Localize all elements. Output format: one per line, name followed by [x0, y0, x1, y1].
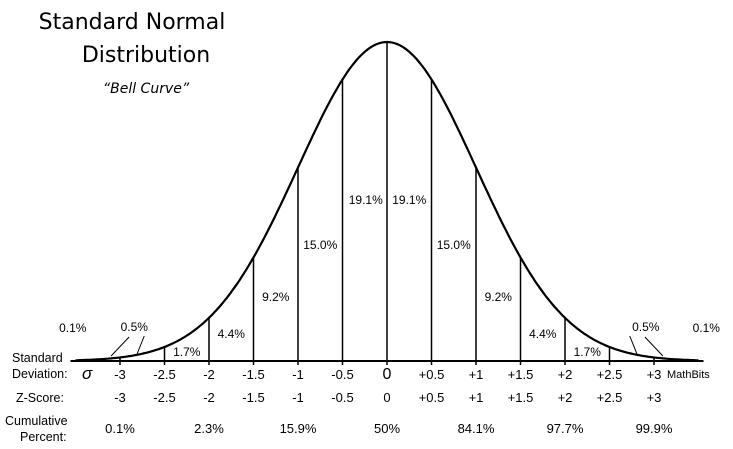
- z-score-value: -2.5: [153, 390, 175, 405]
- z-score-value: +3: [647, 390, 662, 405]
- region-percent-label: 0.1%: [59, 321, 87, 335]
- sd-value: -2: [203, 367, 215, 382]
- leader-line: [644, 336, 664, 357]
- z-score-value: +2: [558, 390, 573, 405]
- region-percent-label: 1.7%: [173, 345, 201, 359]
- region-percent-label: 4.4%: [529, 327, 557, 341]
- cumulative-row-label-2: Percent:: [20, 430, 67, 444]
- cumulative-row-label-1: Cumulative: [5, 414, 68, 428]
- sd-value: +1.5: [508, 367, 534, 382]
- chart-title-line-1: Standard Normal: [39, 10, 226, 35]
- z-score-value: +1: [469, 390, 484, 405]
- sd-value: 0: [383, 366, 392, 383]
- sd-value: -2.5: [153, 367, 175, 382]
- z-score-value: 0: [383, 390, 390, 405]
- cumulative-percent-value: 15.9%: [280, 421, 317, 436]
- z-score-row-label: Z-Score:: [16, 391, 64, 405]
- region-percent-label: 0.1%: [693, 321, 721, 335]
- sd-value: +2.5: [597, 367, 623, 382]
- region-percent-label: 19.1%: [392, 193, 426, 207]
- z-score-value: -3: [114, 390, 126, 405]
- leader-line: [135, 335, 145, 357]
- chart-subtitle: “Bell Curve”: [103, 81, 190, 97]
- sd-value: +3: [647, 367, 662, 382]
- sd-value: -1: [292, 367, 304, 382]
- cumulative-percent-value: 50%: [374, 421, 400, 436]
- region-percent-label: 15.0%: [303, 238, 337, 252]
- region-percent-label: 4.4%: [218, 327, 246, 341]
- mathbits-watermark: MathBits: [667, 369, 710, 381]
- region-percent-label: 1.7%: [574, 345, 602, 359]
- region-percent-label: 9.2%: [262, 290, 290, 304]
- z-score-value: -1: [292, 390, 304, 405]
- sigma-symbol: σ: [82, 364, 93, 383]
- sd-row-label-2: Deviation:: [12, 367, 68, 381]
- sd-value: +0.5: [419, 367, 445, 382]
- sd-value: +2: [558, 367, 573, 382]
- sd-value: +1: [469, 367, 484, 382]
- region-percent-label: 0.5%: [632, 320, 660, 334]
- cumulative-percent-value: 84.1%: [458, 421, 495, 436]
- sd-row-label-1: Standard: [12, 351, 63, 365]
- z-score-value: -2: [203, 390, 215, 405]
- cumulative-percent-value: 2.3%: [194, 421, 224, 436]
- leader-line: [110, 336, 130, 357]
- region-percent-label: 19.1%: [349, 193, 383, 207]
- region-percent-label: 9.2%: [485, 290, 513, 304]
- cumulative-percent-value: 99.9%: [636, 421, 673, 436]
- z-score-value: -0.5: [331, 390, 353, 405]
- sd-value: -3: [114, 367, 126, 382]
- z-score-value: -1.5: [242, 390, 264, 405]
- cumulative-percent-value: 97.7%: [547, 421, 584, 436]
- region-percent-label: 15.0%: [437, 238, 471, 252]
- sd-value: -0.5: [331, 367, 353, 382]
- z-score-value: +1.5: [508, 390, 534, 405]
- z-score-value: +2.5: [597, 390, 623, 405]
- leader-line: [629, 335, 639, 357]
- region-percent-label: 0.5%: [121, 320, 149, 334]
- z-score-value: +0.5: [419, 390, 445, 405]
- chart-title-line-2: Distribution: [82, 43, 210, 68]
- sd-value: -1.5: [242, 367, 264, 382]
- cumulative-percent-value: 0.1%: [105, 421, 135, 436]
